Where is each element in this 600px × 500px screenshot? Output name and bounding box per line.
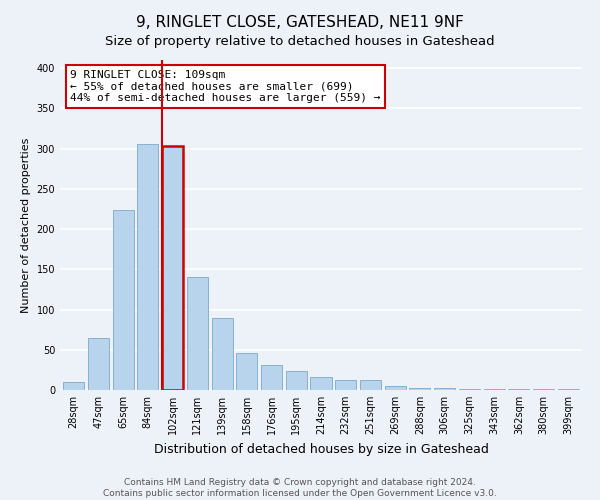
- Bar: [335, 380, 356, 390]
- Bar: [310, 377, 332, 390]
- Y-axis label: Number of detached properties: Number of detached properties: [21, 138, 31, 312]
- X-axis label: Distribution of detached houses by size in Gateshead: Distribution of detached houses by size …: [154, 442, 488, 456]
- Bar: [162, 146, 183, 390]
- Bar: [286, 372, 307, 390]
- Bar: [508, 389, 529, 390]
- Bar: [360, 380, 381, 390]
- Bar: [434, 388, 455, 390]
- Bar: [113, 210, 134, 390]
- Text: 9 RINGLET CLOSE: 109sqm
← 55% of detached houses are smaller (699)
44% of semi-d: 9 RINGLET CLOSE: 109sqm ← 55% of detache…: [70, 70, 381, 103]
- Bar: [385, 386, 406, 390]
- Bar: [409, 388, 430, 390]
- Text: Size of property relative to detached houses in Gateshead: Size of property relative to detached ho…: [105, 35, 495, 48]
- Bar: [261, 365, 282, 390]
- Bar: [88, 338, 109, 390]
- Bar: [187, 278, 208, 390]
- Bar: [533, 389, 554, 390]
- Bar: [484, 389, 505, 390]
- Bar: [558, 389, 579, 390]
- Bar: [137, 144, 158, 390]
- Bar: [212, 318, 233, 390]
- Bar: [63, 382, 84, 390]
- Text: Contains HM Land Registry data © Crown copyright and database right 2024.
Contai: Contains HM Land Registry data © Crown c…: [103, 478, 497, 498]
- Bar: [236, 353, 257, 390]
- Bar: [459, 389, 480, 390]
- Text: 9, RINGLET CLOSE, GATESHEAD, NE11 9NF: 9, RINGLET CLOSE, GATESHEAD, NE11 9NF: [136, 15, 464, 30]
